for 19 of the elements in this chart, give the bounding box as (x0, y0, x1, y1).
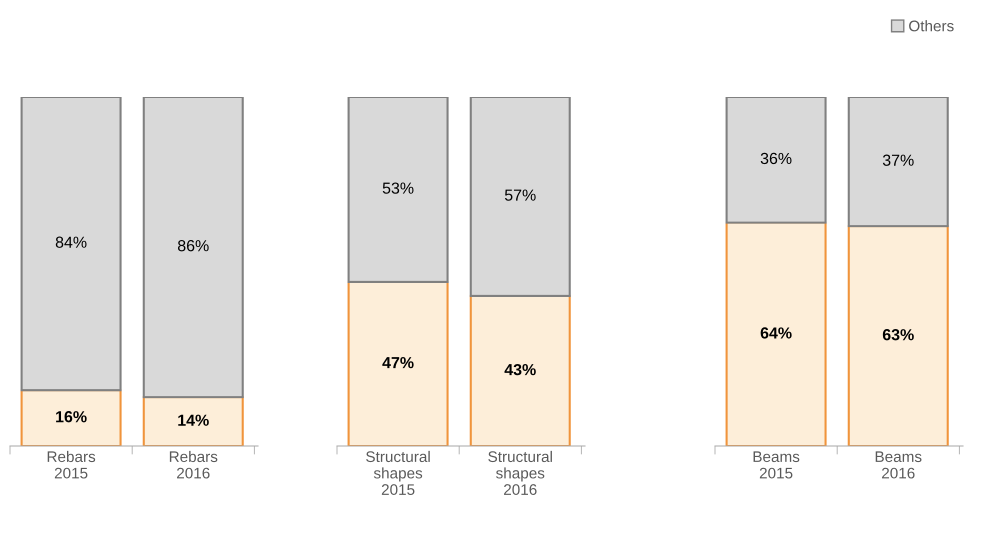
data-label: 86% (178, 240, 209, 252)
data-label: 16% (56, 411, 87, 422)
x-tick-label: Rebars 2016 (170, 450, 218, 479)
x-tick-label: Structural shapes 2016 (488, 450, 552, 495)
data-label: 84% (56, 236, 86, 248)
legend-label: Others (909, 20, 954, 32)
data-label: 36% (760, 152, 792, 164)
data-label: 57% (504, 190, 536, 201)
x-tick-label: Beams 2016 (876, 451, 922, 479)
x-tick-label: Structural shapes 2015 (366, 450, 430, 495)
data-label: 47% (382, 357, 414, 368)
x-tick-label: Rebars 2015 (48, 450, 96, 479)
x-tick-label: Beams 2015 (754, 451, 800, 479)
data-label: 14% (178, 414, 209, 426)
data-label: 37% (882, 154, 914, 166)
data-label: 43% (504, 364, 536, 376)
data-label: 64% (760, 327, 792, 339)
data-label: 63% (882, 329, 914, 340)
data-label: 53% (382, 182, 414, 194)
